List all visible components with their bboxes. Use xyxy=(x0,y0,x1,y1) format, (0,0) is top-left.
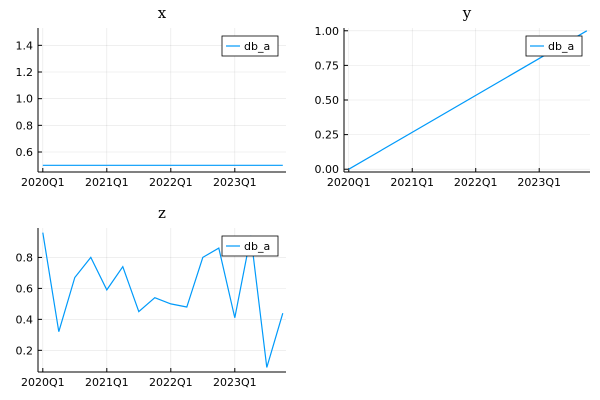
y-tick-label: 1.2 xyxy=(16,66,34,79)
x-tick-label: 2023Q1 xyxy=(213,376,257,389)
y-tick-label: 0.6 xyxy=(16,282,34,295)
x-tick-label: 2020Q1 xyxy=(21,376,65,389)
y-tick-label: 0.4 xyxy=(16,313,34,326)
x-tick-label: 2023Q1 xyxy=(517,176,561,189)
subplot-y: y 2020Q1 2021Q1 2022Q1 2023Q1 0.00 0.25 0.50 0.7… xyxy=(315,4,591,189)
y-tick-label: 1.00 xyxy=(315,25,340,38)
subplot-z: z 2020Q1 2021Q1 2022Q1 2023Q1 0.2 0.4 0.6 0.8 db_… xyxy=(16,204,287,389)
legend-label: db_a xyxy=(244,40,270,53)
y-tick-label: 0.75 xyxy=(315,59,340,72)
y-tick-label: 1.0 xyxy=(16,93,34,106)
y-tick-label: 0.8 xyxy=(16,251,34,264)
legend-label: db_a xyxy=(244,240,270,253)
legend-label: db_a xyxy=(548,40,574,53)
x-tick-label: 2020Q1 xyxy=(327,176,371,189)
x-tick-label: 2021Q1 xyxy=(390,176,434,189)
chart-title: y xyxy=(462,4,472,22)
x-tick-label: 2022Q1 xyxy=(149,176,193,189)
subplot-x: x 2020Q1 2021Q1 2022Q1 2023Q1 0.6 0.8 1.0 1.2 1.4… xyxy=(16,4,287,189)
x-tick-label: 2023Q1 xyxy=(213,176,257,189)
y-tick-label: 0.50 xyxy=(315,94,340,107)
y-tick-label: 0.00 xyxy=(315,163,340,176)
x-tick-label: 2022Q1 xyxy=(454,176,498,189)
y-tick-label: 0.8 xyxy=(16,119,34,132)
y-tick-label: 1.4 xyxy=(16,39,34,52)
x-tick-label: 2020Q1 xyxy=(21,176,65,189)
x-tick-label: 2022Q1 xyxy=(149,376,193,389)
chart-title: z xyxy=(158,204,166,222)
x-tick-label: 2021Q1 xyxy=(85,376,129,389)
chart-title: x xyxy=(158,4,167,22)
y-tick-label: 0.25 xyxy=(315,129,340,142)
y-tick-label: 0.2 xyxy=(16,344,34,357)
y-tick-label: 0.6 xyxy=(16,146,34,159)
x-tick-label: 2021Q1 xyxy=(85,176,129,189)
